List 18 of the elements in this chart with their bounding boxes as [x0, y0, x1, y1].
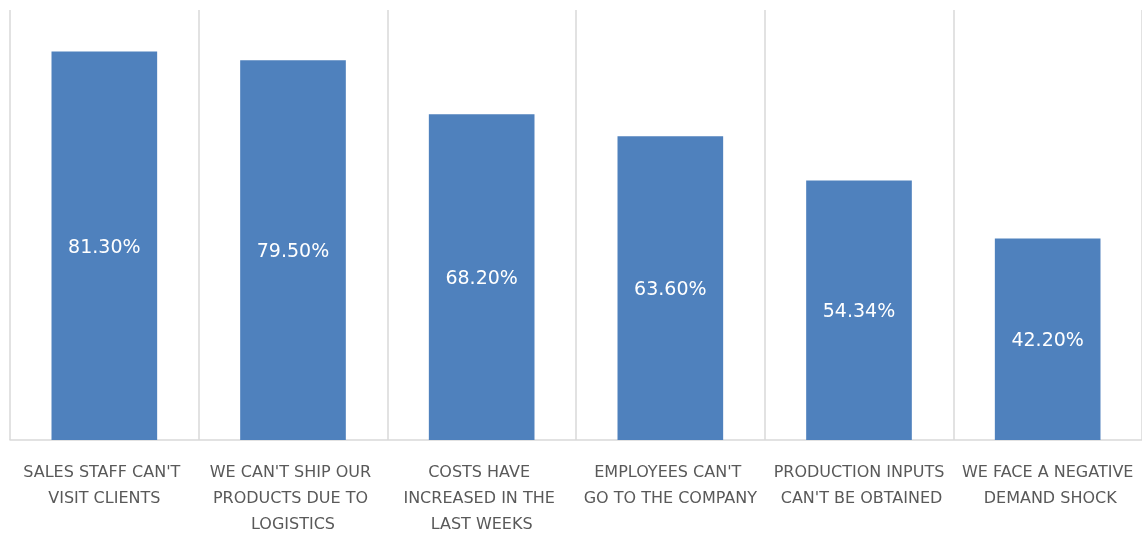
x-tick-label: EMPLOYEES CAN'T GO TO THE COMPANY	[583, 461, 758, 507]
x-tick-label: SALES STAFF CAN'T VISIT CLIENTS	[23, 461, 186, 507]
bar	[51, 51, 158, 440]
bar	[806, 180, 912, 440]
data-label: 81.30%	[68, 234, 141, 257]
x-tick-label: WE CAN'T SHIP OUR PRODUCTS DUE TO LOGISTICS	[209, 461, 377, 533]
x-tick-label: WE FACE A NEGATIVE DEMAND SHOCK	[961, 461, 1134, 507]
data-label: 42.20%	[1011, 328, 1084, 351]
bar	[617, 136, 724, 440]
data-label: 54.34%	[822, 299, 896, 322]
data-label: 68.20%	[445, 266, 518, 289]
bar	[994, 238, 1101, 440]
bar	[428, 114, 535, 440]
bar	[240, 60, 346, 440]
x-tick-label: COSTS HAVE INCREASED IN THE LAST WEEKS	[403, 461, 560, 533]
data-label: 79.50%	[256, 239, 330, 262]
x-tick-label: PRODUCTION INPUTS CAN'T BE OBTAINED	[773, 461, 945, 507]
data-label: 63.60%	[634, 277, 707, 300]
